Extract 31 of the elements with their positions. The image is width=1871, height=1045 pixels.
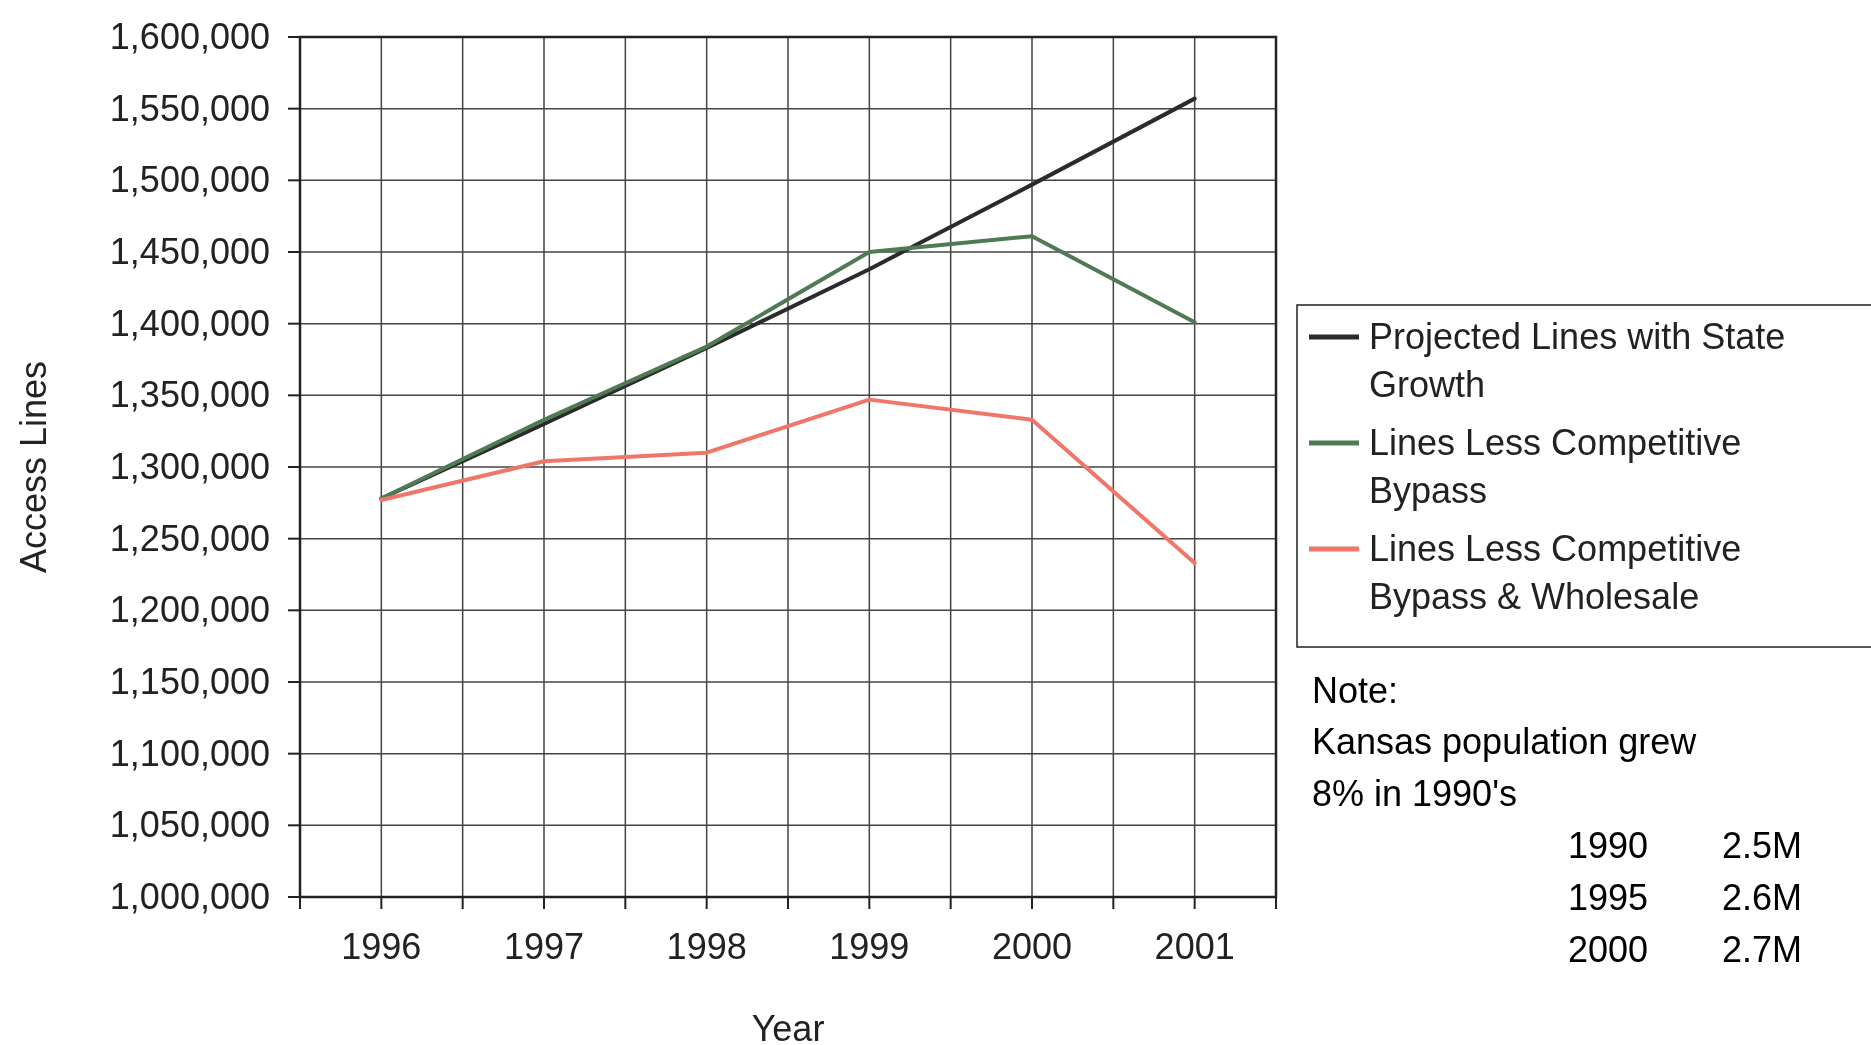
x-tick-label: 2000 xyxy=(991,926,1073,967)
legend-label: Lines Less Competitive Bypass & Wholesale xyxy=(1369,528,1742,617)
y-tick-label: 1,400,000 xyxy=(109,302,270,344)
y-tick-label: 1,150,000 xyxy=(109,661,270,702)
x-tick-label: 1999 xyxy=(829,926,910,967)
text: Kansas population grew 8% in 1990's xyxy=(1312,721,1698,814)
y-tick-label: 1,500,000 xyxy=(109,159,270,201)
y-tick-label: 1,050,000 xyxy=(109,804,270,846)
y-tick-label: 1,250,000 xyxy=(109,517,270,559)
y-tick-label: 1,300,000 xyxy=(109,446,270,487)
line-series xyxy=(379,397,1197,566)
x-tick-label: 1996 xyxy=(341,926,422,967)
text: 1990 2.5M xyxy=(1567,825,1803,866)
x-tick-label: 1997 xyxy=(503,926,585,967)
y-tick-label: 1,550,000 xyxy=(109,87,270,129)
line-series xyxy=(379,234,1197,501)
y-tick-label: 1,100,000 xyxy=(109,732,270,774)
y-tick-label: 1,200,000 xyxy=(109,589,270,631)
y-tick-label: 1,000,000 xyxy=(109,876,270,917)
y-axis-title: Access Lines xyxy=(13,360,54,574)
legend-label: Projected Lines with State Growth xyxy=(1369,316,1786,405)
y-tick-label: 1,350,000 xyxy=(109,374,270,416)
text: 1995 2.6M xyxy=(1567,877,1803,918)
text: 2000 2.7M xyxy=(1567,929,1803,970)
x-tick-label: 2001 xyxy=(1154,926,1235,967)
x-tick-label: 1998 xyxy=(666,926,747,967)
text: Note: xyxy=(1312,670,1399,711)
y-tick-label: 1,450,000 xyxy=(109,231,270,272)
x-axis-title: Year xyxy=(751,1008,825,1045)
y-tick-label: 1,600,000 xyxy=(109,16,270,57)
legend-label: Lines Less Competitive Bypass xyxy=(1369,422,1742,511)
